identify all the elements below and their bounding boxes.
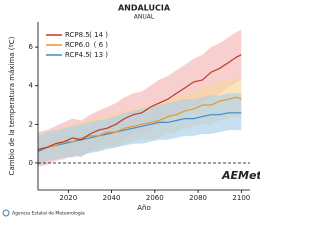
uncertainty-band bbox=[38, 93, 242, 165]
x-tick-label: 2100 bbox=[232, 194, 250, 202]
series-line bbox=[37, 54, 242, 150]
legend-count: ( 13 ) bbox=[89, 51, 108, 59]
footer-text: Agencia Estatal de Meteorología bbox=[12, 210, 85, 217]
x-tick-label: 2040 bbox=[103, 194, 121, 202]
chart-title: ANDALUCIA bbox=[118, 4, 171, 13]
series-line bbox=[37, 96, 242, 150]
x-axis-label: Año bbox=[137, 204, 151, 212]
x-tick-label: 2020 bbox=[59, 194, 77, 202]
x-tick-label: 2080 bbox=[189, 194, 207, 202]
x-tick-label: 2060 bbox=[146, 194, 164, 202]
legend-count: ( 6 ) bbox=[94, 41, 109, 49]
legend-count: ( 14 ) bbox=[89, 31, 108, 39]
y-tick-label: 6 bbox=[29, 43, 34, 51]
y-tick-label: 2 bbox=[29, 120, 33, 128]
plot-area: 0 2 4 6 2020 2040 2060 2080 2100 RCP8.5( 14 ) RCP6… bbox=[29, 22, 250, 202]
y-axis-label: Cambio de la temperatura máxima (ºC) bbox=[8, 36, 16, 175]
footer: Agencia Estatal de Meteorología bbox=[2, 209, 85, 217]
legend-label: RCP6.0 bbox=[65, 41, 90, 49]
y-tick-label: 0 bbox=[29, 159, 33, 167]
y-tick-label: 4 bbox=[29, 82, 34, 90]
chart-subtitle: ANUAL bbox=[134, 14, 155, 21]
legend-label: RCP4.5 bbox=[65, 51, 90, 59]
chart: ANDALUCIA ANUAL Cambio de la temperatura… bbox=[2, 4, 260, 217]
legend-label: RCP8.5 bbox=[65, 31, 90, 39]
footer-icon bbox=[2, 209, 10, 217]
logo: AEMet bbox=[221, 169, 260, 182]
